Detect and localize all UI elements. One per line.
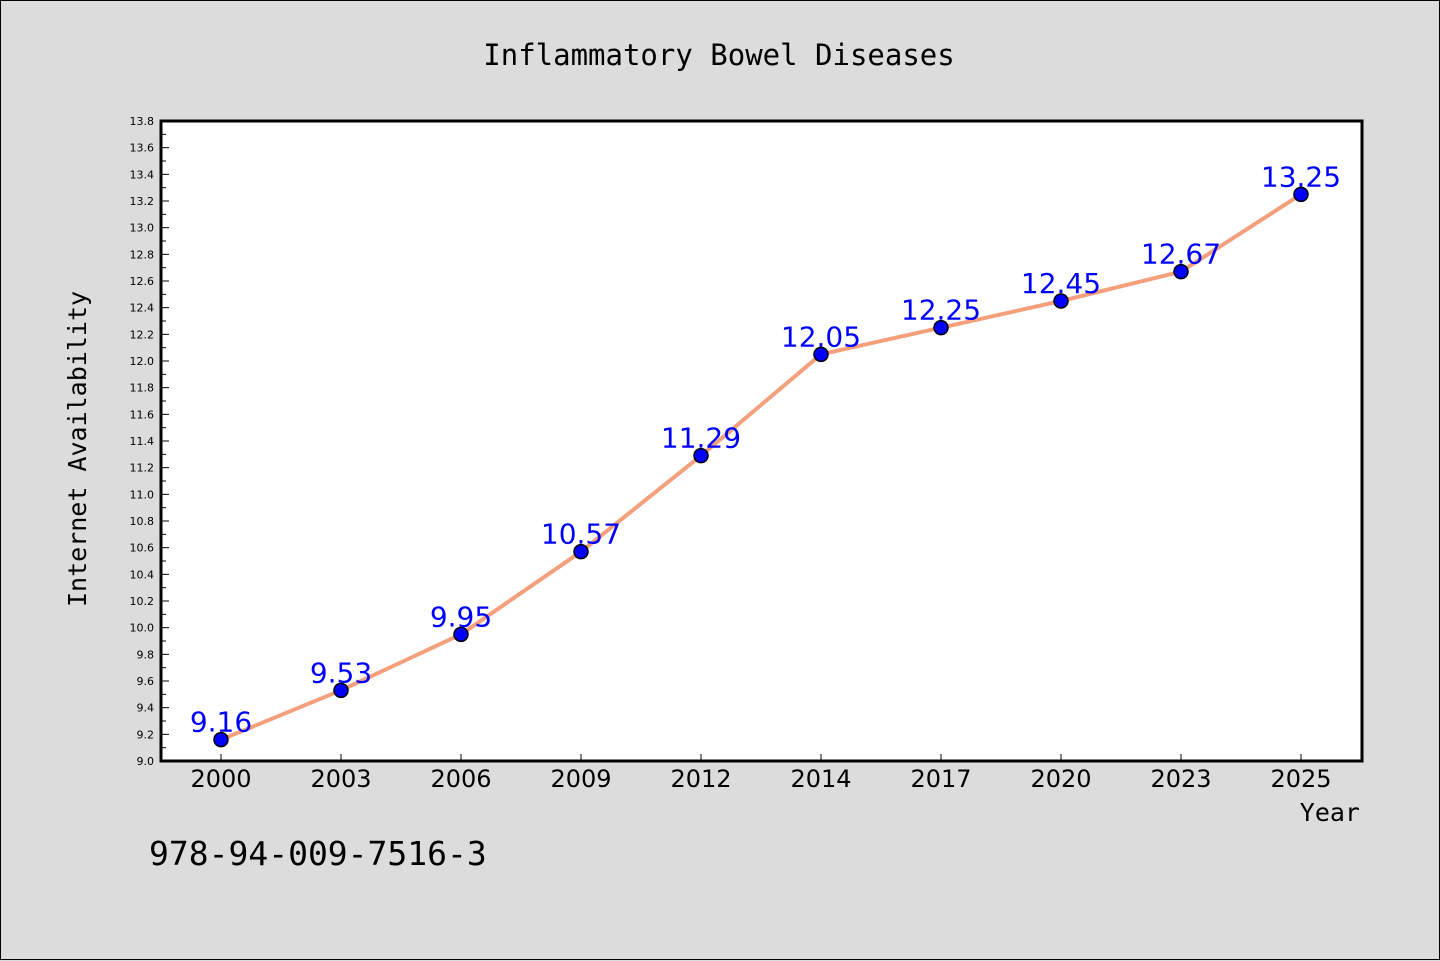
y-tick-label: 13.0 — [130, 222, 155, 235]
data-point-2025 — [1293, 186, 1309, 203]
data-point-2009 — [573, 543, 589, 560]
y-axis: 9.0 9.2 9.4 9.6 9.8 10.0 10.2 10.4 10.6 10.8 11.0 1… — [130, 115, 169, 768]
y-tick-label: 12.6 — [130, 275, 155, 288]
data-label-2012: 11.29 — [661, 422, 741, 455]
y-tick-label: 13.2 — [130, 195, 155, 208]
data-label-2025: 13.25 — [1261, 160, 1341, 193]
x-tick-label: 2023 — [1150, 765, 1211, 793]
x-tick-label: 2025 — [1270, 765, 1331, 793]
y-tick-label: 10.8 — [130, 515, 155, 528]
data-label-2014: 12.05 — [781, 320, 861, 353]
series-line — [219, 192, 1303, 742]
data-point-2014 — [813, 346, 829, 363]
y-tick-label: 12.0 — [130, 355, 155, 368]
y-tick-label: 12.8 — [130, 248, 155, 261]
y-tick-label: 11.2 — [130, 462, 155, 475]
y-tick-label: 10.4 — [130, 568, 155, 581]
chart-title: Inflammatory Bowel Diseases — [483, 38, 954, 72]
x-tick-label: 2014 — [790, 765, 851, 793]
y-tick-label: 13.8 — [130, 115, 155, 128]
x-tick-label: 2017 — [910, 765, 971, 793]
data-point-2012 — [693, 447, 709, 464]
y-tick-label: 9.8 — [137, 648, 155, 661]
y-tick-label: 11.4 — [130, 435, 155, 448]
data-label-2020: 12.45 — [1021, 267, 1101, 300]
x-tick-label: 2012 — [670, 765, 731, 793]
data-point-2020 — [1053, 293, 1069, 309]
data-point-2017 — [933, 319, 949, 336]
data-point-2003 — [333, 682, 349, 699]
y-tick-label: 9.4 — [137, 702, 155, 715]
x-tick-label: 2000 — [190, 765, 251, 793]
data-label-2009: 10.57 — [541, 518, 621, 551]
plot-area — [159, 119, 1364, 763]
y-tick-label: 12.4 — [130, 302, 155, 315]
y-tick-label: 10.0 — [130, 622, 155, 635]
x-axis-label: Year — [1300, 798, 1360, 827]
x-tick-label: 2009 — [550, 765, 611, 793]
x-tick-label: 2006 — [430, 765, 491, 793]
y-tick-label: 11.0 — [130, 488, 155, 501]
y-tick-label: 13.6 — [130, 142, 155, 155]
data-label-2017: 12.25 — [901, 294, 981, 327]
data-label-2006: 9.95 — [430, 600, 492, 633]
data-point-2023 — [1173, 263, 1189, 280]
y-tick-label: 9.2 — [137, 728, 155, 741]
y-tick-label: 11.6 — [130, 408, 155, 421]
y-tick-label: 11.8 — [130, 382, 155, 395]
data-label-2003: 9.53 — [310, 656, 372, 689]
data-point-2006 — [453, 626, 469, 643]
data-label-2000: 9.16 — [190, 706, 252, 739]
x-tick-label: 2003 — [310, 765, 371, 793]
x-tick-label: 2020 — [1030, 765, 1091, 793]
data-label-2023: 12.67 — [1141, 238, 1221, 271]
x-axis: 2000 2003 2006 2009 2012 2014 2017 2020 2023 2025 — [190, 754, 1332, 793]
y-axis-label: Internet Availability — [63, 291, 92, 607]
y-tick-label: 9.0 — [137, 755, 155, 768]
y-tick-label: 13.4 — [130, 168, 155, 181]
y-tick-label: 10.6 — [130, 542, 155, 555]
footer-code: 978-94-009-7516-3 — [149, 834, 487, 873]
y-tick-label: 10.2 — [130, 595, 155, 608]
series-layer: 9.16 9.53 9.95 10.57 11.29 12.05 12.25 12.45 12.… — [190, 160, 1341, 748]
y-tick-label: 9.6 — [137, 675, 155, 688]
data-point-2000 — [213, 731, 229, 748]
y-tick-label: 12.2 — [130, 328, 155, 341]
